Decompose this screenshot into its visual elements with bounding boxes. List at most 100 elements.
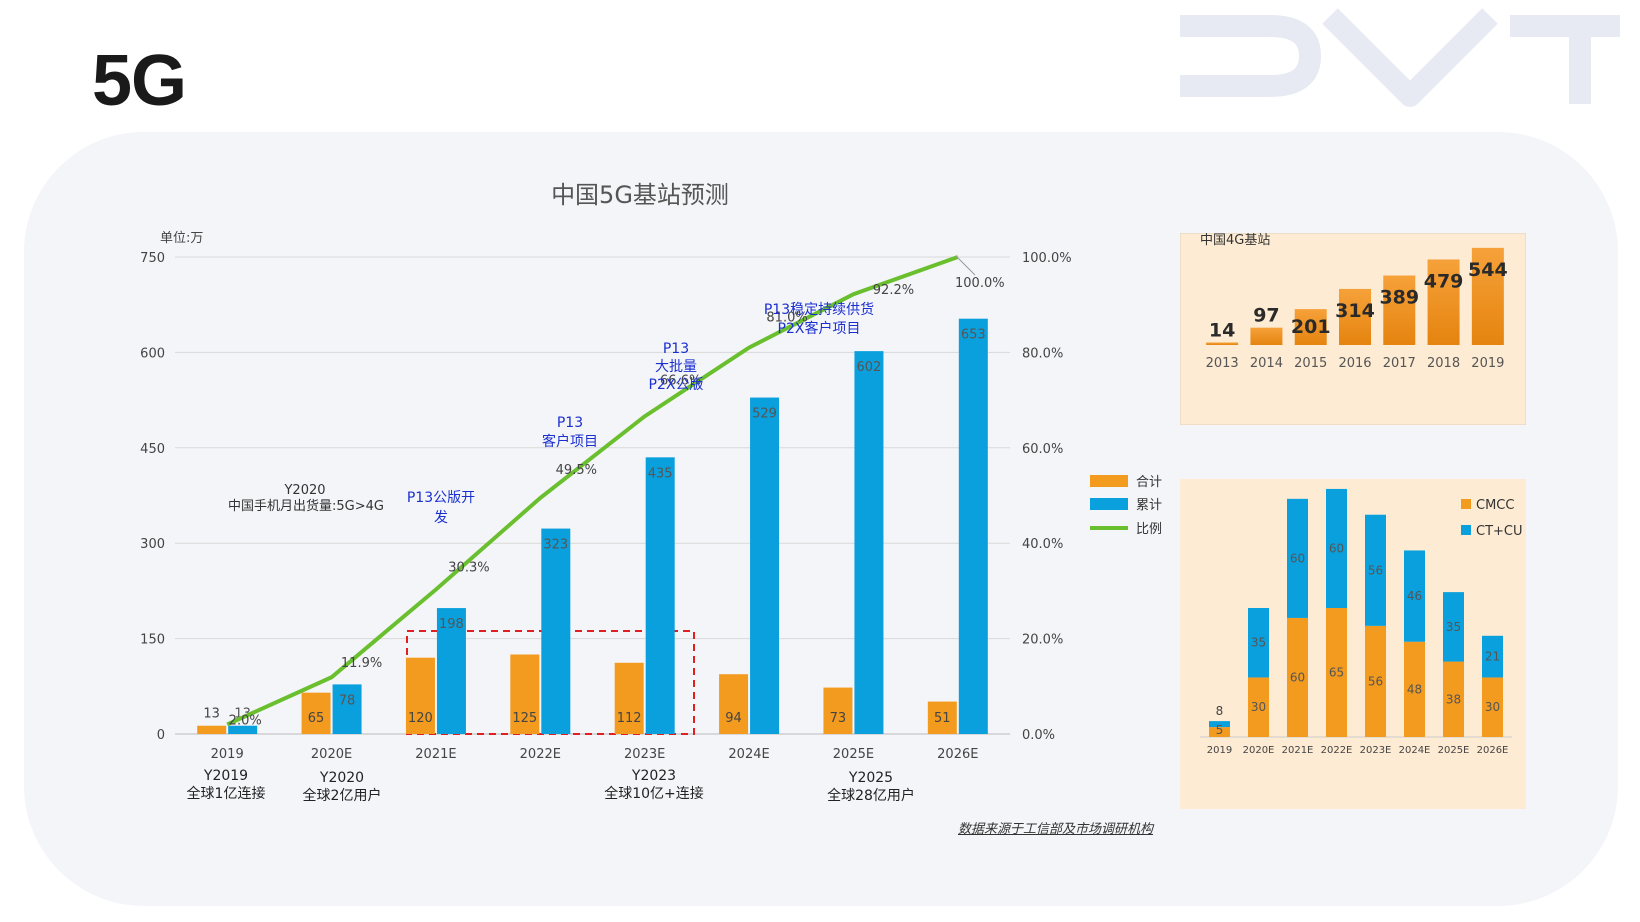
bar-cmcc-label: 30 (1251, 700, 1266, 714)
ratio-label: 49.5% (556, 463, 597, 478)
y2-tick-label: 0.0% (1022, 728, 1055, 743)
legend-label-sum: 合计 (1136, 475, 1162, 490)
bar-sum (197, 725, 227, 734)
inset-stacked-x-ticks: 2019 2020E 2021E 2022E 2023E 2024E 2025E 2026E (1207, 745, 1509, 756)
bar-cmcc (1404, 641, 1425, 737)
bar-sum-label: 73 (830, 711, 847, 726)
x-tick-label: 2021E (415, 747, 456, 762)
bar-sum-label: 112 (617, 711, 642, 726)
bar-sum (405, 657, 435, 734)
annotation-p13-supply-2: P2X客户项目 (778, 320, 861, 337)
x-tick-label: 2026E (1477, 745, 1509, 756)
y-tick-label: 300 (140, 537, 165, 552)
bar-sum-label: 94 (725, 711, 742, 726)
bar-ctcu-label: 56 (1368, 563, 1383, 577)
y-tick-label: 150 (140, 633, 165, 648)
y-tick-label: 750 (140, 251, 165, 266)
bar-cum (228, 725, 258, 734)
bar-cum (436, 608, 466, 734)
annotation-p13-mass-1: P13 (663, 341, 689, 357)
bar-cmcc (1287, 617, 1308, 737)
x-tick-label: 2022E (1321, 745, 1353, 756)
y-tick-label: 450 (140, 442, 165, 457)
x-tick-label: 2018 (1427, 356, 1460, 371)
ratio-label: 100.0% (955, 276, 1005, 291)
bar-ctcu (1287, 498, 1308, 618)
bar-4g (1206, 342, 1239, 345)
annotation-p13-supply-1: P13稳定持续供货 (764, 301, 874, 318)
ratio-line (226, 255, 959, 727)
bar-4g (1250, 327, 1283, 345)
legend-swatch-sum (1090, 475, 1128, 487)
bar-cmcc (1443, 661, 1464, 737)
annotation-p13-client-1: P13 (557, 415, 583, 431)
bar-sum-label: 65 (308, 711, 325, 726)
bar-cmcc-label: 60 (1290, 670, 1305, 684)
x-tick-label: 2019 (211, 747, 244, 762)
bar-4g (1427, 259, 1460, 345)
milestone-year: Y2023 (631, 768, 676, 784)
bars-sum-series: 13 65 120 125 112 94 73 51 (197, 654, 957, 734)
bar-ctcu (1482, 635, 1503, 678)
annotation-p13-open-2: 发 (434, 510, 448, 526)
bar-cmcc (1482, 677, 1503, 737)
bar-cmcc (1248, 677, 1269, 737)
milestones: Y2019 全球1亿连接 Y2020 全球2亿用户 Y2023 全球10亿+连接… (187, 768, 915, 804)
x-tick-label: 2020E (1243, 745, 1275, 756)
bar-cum-label: 602 (857, 360, 882, 375)
annotation-y2020-title: Y2020 (283, 483, 325, 498)
pvt-logo (1180, 8, 1620, 107)
y-tick-label: 600 (140, 346, 165, 361)
bar-ctcu-label: 46 (1407, 589, 1422, 603)
bar-sum (510, 654, 540, 734)
x-tick-label: 2025E (833, 747, 874, 762)
bar-cmcc-label: 30 (1485, 700, 1500, 714)
x-tick-label: 2023E (1360, 745, 1392, 756)
bar-sum (719, 674, 749, 734)
x-tick-label: 2015 (1294, 356, 1327, 371)
inset-stacked-background (1180, 479, 1526, 809)
bar-4g (1383, 275, 1416, 345)
milestone-year: Y2019 (203, 768, 248, 784)
bar-cmcc-label: 5 (1216, 723, 1224, 737)
ratio-label: 81.0% (766, 311, 807, 326)
bar-sum-label: 125 (512, 711, 537, 726)
bar-cum (645, 457, 675, 734)
page-title: 5G (92, 41, 187, 121)
y2-axis-ticks: 0.0% 20.0% 40.0% 60.0% 80.0% 100.0% (1022, 251, 1072, 743)
ratio-label: 66.6% (660, 373, 701, 388)
bar-4g-label: 479 (1424, 270, 1464, 292)
bar-ctcu-label: 35 (1251, 636, 1266, 650)
milestone-text: 全球2亿用户 (303, 787, 382, 804)
bar-cum (541, 528, 571, 734)
bar-ctcu (1443, 592, 1464, 662)
bar-sum (927, 701, 957, 734)
ratio-label: 30.3% (448, 560, 489, 575)
unit-label: 单位:万 (160, 231, 203, 246)
bar-cum-label: 323 (543, 538, 568, 553)
x-tick-label: 2021E (1282, 745, 1314, 756)
legend-swatch-cmcc (1461, 499, 1471, 509)
x-tick-label: 2016 (1338, 356, 1371, 371)
bar-4g (1294, 309, 1327, 345)
x-tick-label: 2022E (520, 747, 561, 762)
x-tick-label: 2014 (1250, 356, 1283, 371)
y-tick-label: 0 (157, 728, 165, 743)
x-tick-label: 2025E (1438, 745, 1470, 756)
inset-stacked-chart: 5 8 30 35 60 60 65 60 56 56 48 46 38 35 30 21 2019 2020E… (1180, 479, 1526, 809)
ratio-labels: 2.0% 11.9% 30.3% 49.5% 66.6% 81.0% 92.2% 100.0% (229, 276, 1005, 728)
bar-ctcu-label: 21 (1485, 650, 1500, 664)
annotation-p13-mass-2: 大批量 (655, 359, 697, 375)
bar-cum (854, 351, 884, 734)
bar-total-label: 8 (1216, 704, 1224, 718)
bar-sum-label: 13 (203, 707, 220, 722)
legend-label-cmcc: CMCC (1476, 498, 1514, 513)
annotation-p13-open-1: P13公版开 (407, 490, 475, 506)
bar-4g-label: 314 (1335, 300, 1375, 322)
chart-title: 中国5G基站预测 (551, 181, 729, 209)
bar-cmcc-label: 65 (1329, 666, 1344, 680)
x-tick-label: 2019 (1471, 356, 1504, 371)
bar-4g-label: 389 (1379, 287, 1419, 309)
